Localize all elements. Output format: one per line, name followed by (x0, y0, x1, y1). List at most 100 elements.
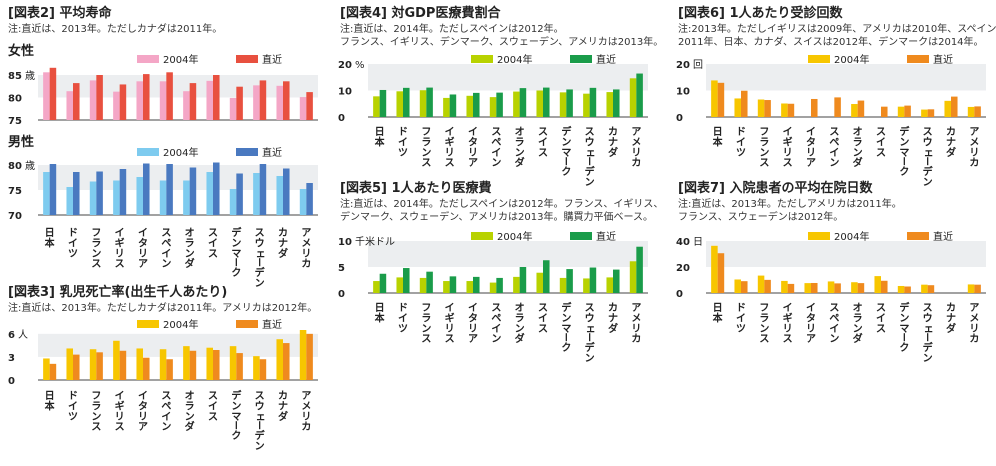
fig4-cat-9-char-2: ェ (586, 148, 596, 159)
fig4-legend-label-1: 直近 (596, 53, 616, 66)
fig5-cat-8-char-0: デ (561, 301, 572, 314)
fig4-cat-8-char-4: ク (561, 166, 571, 178)
fig5-bar-1-9 (589, 267, 597, 293)
fig3-cat-9-char-0: ス (255, 390, 265, 402)
fig3-legend-label-0: 2004年 (163, 318, 198, 331)
fig5-cat-5-char-1: ペ (491, 313, 501, 324)
fig7-cat-11-char-3: カ (969, 333, 979, 345)
fig2-male-bar-1-0 (49, 164, 57, 215)
fig3-bar-0-2 (89, 349, 97, 380)
fig6-cat-2-char-3: ス (759, 157, 769, 169)
fig3-bar-1-1 (73, 354, 80, 380)
fig3-cat-4-char-1: タ (138, 400, 148, 412)
fig2-female-bar-1-6 (189, 83, 197, 120)
fig2-male-cat-4-char-0: イ (138, 227, 148, 239)
fig5-bar-1-2 (426, 271, 433, 293)
fig4-cat-8-char-1: ン (561, 137, 571, 148)
fig2-male-cat-11-char-3: カ (301, 258, 311, 270)
fig4-cat-8-char-2: マ (561, 148, 571, 159)
fig2-female-bar-1-4 (143, 74, 150, 120)
fig4-bar-1-0 (379, 89, 387, 117)
fig5-cat-9-char-0: ス (585, 302, 595, 314)
fig6-bar-1-0 (717, 82, 725, 117)
fig6-legend-label-0: 2004年 (834, 53, 869, 66)
fig3-cat-1-char-1: イ (68, 400, 78, 412)
fig2-male-cat-4-char-2: リ (138, 248, 148, 260)
fig7-cat-7-char-2: ス (876, 323, 886, 335)
fig7-note-1: フランス、スウェーデンは2012年。 (678, 210, 843, 223)
fig3-cat-1-char-2: ツ (68, 411, 78, 423)
fig2-male-bar-0-6 (183, 180, 190, 215)
fig3-cat-3-char-2: リ (115, 411, 125, 423)
fig3-band-1 (38, 333, 318, 357)
fig6-bar-1-8 (904, 105, 911, 117)
fig3-cat-6-char-1: ラ (185, 400, 195, 412)
fig7-cat-9-char-0: ス (923, 302, 933, 314)
fig2-female-subtitle: 女性 (8, 43, 34, 59)
fig5-cat-0-char-0: 日 (375, 302, 385, 314)
fig7-cat-5-char-0: ス (829, 302, 839, 314)
fig3-note-0: 注:直近は、2013年。ただしカナダは2011年。アメリカは2012年。 (8, 301, 317, 314)
fig2-male-cat-2-char-1: ラ (91, 237, 101, 249)
fig4-legend-label-0: 2004年 (497, 53, 532, 66)
fig6-bar-1-11 (974, 106, 981, 117)
fig4-bar-1-4 (473, 92, 480, 117)
fig2-male-bar-0-2 (89, 181, 97, 215)
fig7-unit: 日 (693, 237, 703, 248)
fig7-cat-6-char-0: オ (853, 302, 863, 314)
fig6-cat-9-char-2: ェ (924, 148, 934, 159)
fig2-female-bar-0-1 (66, 91, 73, 120)
fig3-cat-7-char-0: ス (208, 390, 218, 402)
fig7-cat-4-char-3: ア (806, 333, 816, 345)
fig2-male-cat-2-char-0: フ (91, 227, 101, 239)
fig7-legend-swatch-0 (808, 232, 830, 240)
fig7-cat-3: イギリス (783, 302, 793, 345)
fig6-cat-11: アメリカ (969, 126, 979, 169)
fig3-cat-10-char-1: ナ (278, 400, 288, 412)
fig2-male-cat-3-char-3: ス (115, 258, 125, 270)
fig2-male-cat-8-char-2: マ (231, 249, 241, 260)
fig7-cat-9-char-5: ン (923, 354, 933, 365)
fig3-bar-1-6 (189, 350, 197, 380)
fig2-male-band-1 (38, 165, 318, 190)
fig2-male-cat-2-char-2: ン (91, 249, 101, 260)
fig4-bar-1-1 (403, 87, 410, 117)
fig2-male-cat-7-char-1: イ (208, 237, 218, 249)
fig6-cat-10: カナダ (946, 126, 956, 159)
fig2-female-bar-1-3 (119, 84, 127, 120)
fig6-cat-5: スペイン (829, 126, 839, 169)
fig3-cat-5-char-2: イ (161, 411, 171, 423)
fig6-cat-3-char-3: ス (783, 157, 793, 169)
fig4-cat-9-char-5: ン (585, 178, 595, 189)
fig2-male-ytick-2: 80 (8, 161, 22, 172)
fig7-bar-0-0 (711, 245, 718, 293)
fig2-male-cat-9-char-0: ス (255, 227, 265, 239)
fig3-ytick-1: 3 (8, 353, 15, 364)
fig3-ytick-2: 6 (8, 330, 15, 341)
fig2-male-cat-5-char-2: イ (161, 248, 171, 260)
fig2-male-bar-0-11 (299, 189, 307, 215)
fig4-cat-5: スペイン (491, 126, 501, 169)
fig3-cat-4-char-2: リ (138, 411, 148, 423)
fig4-bar-1-5 (496, 92, 503, 117)
fig3-cat-11-char-2: リ (301, 411, 311, 423)
fig4-cat-11-char-0: ア (631, 126, 641, 138)
fig5-note-1: デンマーク、スウェーデン、アメリカは2013年。購買力平価ベース。 (340, 210, 653, 223)
fig3-bar-0-9 (253, 356, 260, 380)
fig4-legend-swatch-0 (471, 55, 493, 63)
fig7-cat-0-char-0: 日 (713, 302, 723, 314)
fig5-bar-1-1 (403, 268, 410, 293)
fig3-cat-5: スペイン (161, 390, 171, 433)
fig3-bar-1-9 (259, 359, 267, 380)
fig2-male-cat-11-char-2: リ (301, 248, 311, 260)
fig2-female-ytick-2: 85 (8, 71, 22, 82)
fig3-header: [図表3] 乳児死亡率(出生千人あたり)注:直近は、2013年。ただしカナダは2… (8, 284, 317, 314)
fig4-cat-6-char-0: オ (515, 126, 525, 138)
fig4-cat-2-char-2: ン (421, 148, 431, 159)
fig6-cat-9-char-5: ン (923, 178, 933, 189)
fig4-bar-0-1 (396, 91, 403, 117)
